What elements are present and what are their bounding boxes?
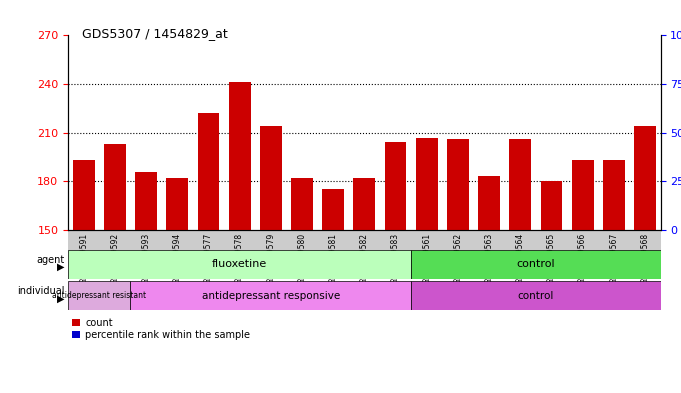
Text: count: count bbox=[85, 318, 113, 328]
Bar bbox=[571, 160, 594, 230]
Bar bbox=[68, 250, 411, 279]
Text: control: control bbox=[518, 291, 554, 301]
Bar bbox=[509, 139, 531, 230]
Bar bbox=[131, 281, 411, 310]
Bar bbox=[411, 250, 661, 279]
Bar bbox=[541, 181, 563, 230]
Bar bbox=[197, 113, 219, 230]
Bar bbox=[634, 126, 656, 230]
Bar bbox=[447, 139, 469, 230]
Text: antidepressant responsive: antidepressant responsive bbox=[202, 291, 340, 301]
Bar bbox=[135, 171, 157, 230]
Bar bbox=[411, 281, 661, 310]
Bar bbox=[166, 178, 188, 230]
Bar bbox=[478, 176, 500, 230]
Bar bbox=[104, 144, 126, 230]
Text: control: control bbox=[516, 259, 555, 269]
Text: fluoxetine: fluoxetine bbox=[212, 259, 267, 269]
Text: antidepressant resistant: antidepressant resistant bbox=[52, 291, 146, 300]
Bar bbox=[260, 126, 282, 230]
Bar bbox=[353, 178, 375, 230]
Bar bbox=[68, 281, 131, 310]
Bar bbox=[603, 160, 624, 230]
Bar bbox=[416, 138, 438, 230]
Text: individual: individual bbox=[17, 286, 65, 296]
Bar bbox=[73, 160, 95, 230]
Text: percentile rank within the sample: percentile rank within the sample bbox=[85, 330, 250, 340]
Text: ▶: ▶ bbox=[57, 262, 65, 272]
Bar bbox=[291, 178, 313, 230]
Text: GDS5307 / 1454829_at: GDS5307 / 1454829_at bbox=[82, 28, 227, 40]
Bar bbox=[322, 189, 344, 230]
Text: ▶: ▶ bbox=[57, 294, 65, 304]
Bar bbox=[229, 83, 251, 230]
Bar bbox=[385, 142, 407, 230]
Text: agent: agent bbox=[37, 255, 65, 265]
